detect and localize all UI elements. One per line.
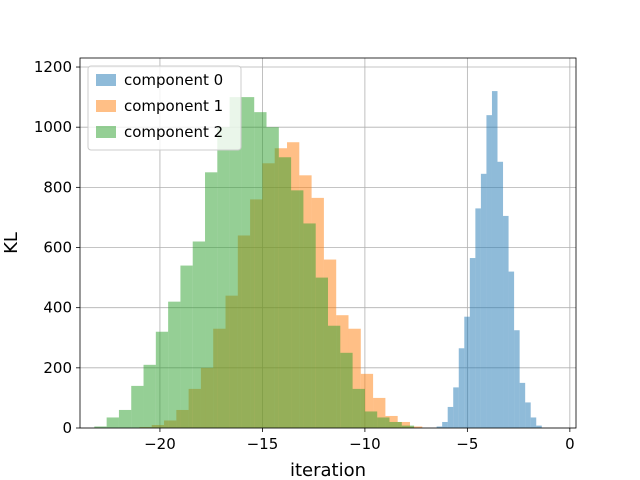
y-tick-label: 600: [43, 239, 72, 257]
histogram-bar: [453, 387, 459, 428]
histogram-bar: [168, 301, 181, 428]
histogram-bar: [503, 215, 509, 428]
histogram-bar: [328, 325, 341, 428]
x-tick-label: −15: [247, 435, 279, 453]
histogram-bar: [397, 421, 410, 428]
series-2-bars: [94, 97, 415, 429]
histogram-bar: [229, 97, 242, 429]
x-tick-label: 0: [565, 435, 575, 453]
histogram-bar: [536, 425, 542, 428]
histogram-bar: [514, 330, 520, 428]
histogram-bar: [192, 241, 206, 428]
legend-swatch: [96, 74, 116, 86]
y-axis-label: KL: [1, 232, 22, 254]
plot-frame: [79, 57, 577, 429]
histogram-bar: [530, 417, 537, 428]
histogram-bar: [94, 426, 107, 428]
legend-label: component 2: [124, 123, 223, 141]
histogram-bar: [447, 406, 454, 428]
histogram-bar: [491, 91, 498, 429]
histogram-bar: [442, 421, 448, 428]
histogram-bar: [106, 417, 119, 428]
histogram-bar: [475, 208, 481, 428]
histogram-bar: [278, 157, 292, 428]
histogram-bar: [217, 127, 230, 429]
histogram-bar: [508, 271, 515, 428]
bars: [94, 91, 542, 429]
histogram-bar: [436, 426, 443, 428]
histogram-bar: [315, 277, 328, 428]
histogram-bar: [180, 265, 193, 428]
legend-swatch: [96, 100, 116, 112]
histogram-bar: [143, 364, 156, 428]
histogram-bar: [205, 172, 218, 428]
legend-label: component 0: [124, 71, 223, 89]
histogram-bar: [131, 385, 144, 428]
series-0-bars: [436, 91, 542, 429]
y-tick-label: 200: [43, 359, 72, 377]
x-tick-label: −5: [456, 435, 478, 453]
histogram-bar: [352, 388, 365, 428]
x-tick-label: −20: [144, 435, 176, 453]
histogram-bar: [409, 426, 423, 428]
histogram-bar: [364, 411, 378, 428]
histogram-bar: [377, 417, 390, 428]
legend: component 0 component 1 component 2: [87, 65, 242, 151]
x-tick-label: −10: [349, 435, 381, 453]
histogram-bar: [458, 348, 465, 428]
histogram-bar: [486, 115, 492, 428]
histogram-bar: [241, 97, 255, 429]
y-tick-label: 800: [43, 178, 72, 196]
histogram-bar: [401, 425, 415, 428]
axis-ticks: −20 −15 −10 −5 0 0 200 400 600 800 1000 1200: [34, 58, 575, 453]
histogram-bar: [118, 409, 132, 428]
histogram-bar: [155, 331, 169, 428]
legend-swatch: [96, 126, 116, 138]
histogram-bar: [254, 112, 267, 429]
y-tick-label: 0: [62, 419, 72, 437]
histogram-bar: [519, 382, 526, 428]
histogram-bar: [266, 127, 279, 429]
histogram-bar: [525, 402, 531, 428]
x-axis-label: iteration: [290, 460, 366, 480]
histogram-bar: [464, 316, 470, 428]
legend-box: [87, 65, 242, 151]
histogram-bar: [340, 352, 353, 428]
y-tick-label: 400: [43, 299, 72, 317]
y-tick-label: 1200: [34, 58, 72, 76]
histogram-bar: [303, 223, 316, 428]
histogram-bar: [480, 173, 487, 428]
histogram-bar: [497, 161, 504, 428]
histogram-bar: [389, 421, 402, 428]
y-tick-label: 1000: [34, 118, 72, 136]
histogram-bar: [291, 190, 304, 428]
legend-label: component 1: [124, 97, 223, 115]
histogram-bar: [469, 258, 476, 428]
